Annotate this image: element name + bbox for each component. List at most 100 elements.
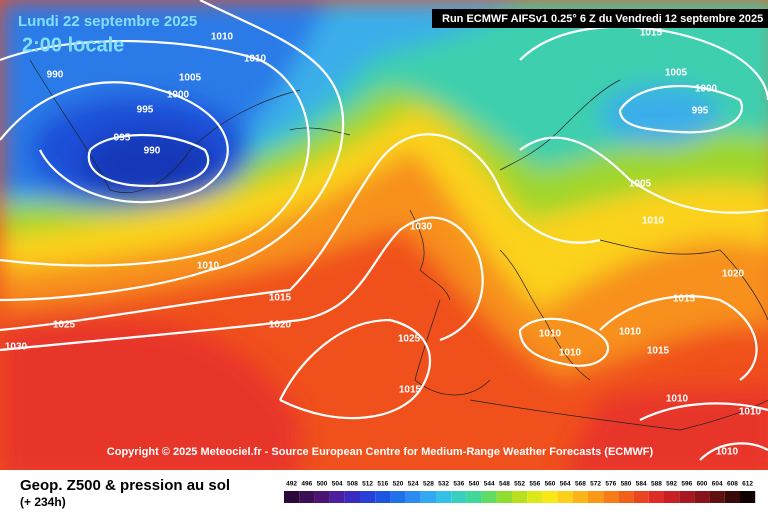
isobar-label: 1030	[410, 222, 433, 233]
isobar-label: 1010	[666, 394, 689, 405]
isobar-label: 1015	[647, 346, 670, 357]
isobar-label: 1010	[197, 261, 220, 272]
scale-label: 568	[575, 481, 586, 488]
scale-label: 496	[301, 481, 312, 488]
scale-swatch	[664, 491, 680, 503]
scale-swatch	[451, 491, 467, 503]
scale-label: 572	[590, 481, 601, 488]
isobar-label: 1010	[559, 348, 582, 359]
isobar-label: 1010	[642, 216, 665, 227]
scale-swatch	[648, 491, 664, 503]
scale-label: 524	[408, 481, 419, 488]
scale-swatch	[527, 491, 543, 503]
scale-swatch	[694, 491, 710, 503]
scale-label: 604	[712, 481, 723, 488]
scale-swatch	[542, 491, 558, 503]
isobar-label: 1010	[716, 447, 739, 458]
scale-swatch	[466, 491, 482, 503]
scale-label: 552	[514, 481, 525, 488]
scale-label: 580	[621, 481, 632, 488]
isobar-label: 995	[137, 105, 154, 116]
height-field	[0, 0, 768, 470]
coastlines	[29, 59, 768, 431]
isobar-label: 1010	[739, 407, 762, 418]
isobar-label: 1010	[539, 329, 562, 340]
isobar-label: 1010	[244, 54, 267, 65]
scale-label: 492	[286, 481, 297, 488]
scale-label: 612	[742, 481, 753, 488]
isobar-label: 1020	[269, 320, 292, 331]
scale-swatch	[618, 491, 634, 503]
isobar-label: 1025	[53, 320, 76, 331]
scale-swatch	[390, 491, 406, 503]
scale-swatch	[709, 491, 725, 503]
scale-label: 584	[636, 481, 647, 488]
forecast-date: Lundi 22 septembre 2025	[18, 13, 197, 30]
scale-swatch	[724, 491, 740, 503]
scale-label: 504	[332, 481, 343, 488]
isobar-label: 1015	[673, 294, 696, 305]
isobar-label: 995	[114, 133, 131, 144]
scale-label: 592	[666, 481, 677, 488]
scale-swatch	[633, 491, 649, 503]
scale-label: 516	[377, 481, 388, 488]
scale-swatch	[740, 491, 756, 503]
isobars	[0, 0, 768, 461]
footer-lead: (+ 234h)	[20, 495, 66, 509]
scale-swatch	[360, 491, 376, 503]
run-box	[432, 9, 768, 28]
scale-label: 528	[423, 481, 434, 488]
scale-swatch	[603, 491, 619, 503]
isobar-label: 1000	[695, 84, 718, 95]
isobar-label: 1025	[398, 334, 421, 345]
isobar-label: 1020	[722, 269, 745, 280]
scale-label: 544	[484, 481, 495, 488]
isobar-label: 990	[144, 146, 161, 157]
isobar-label: 1000	[167, 90, 190, 101]
scale-swatch	[344, 491, 360, 503]
scale-label: 556	[529, 481, 540, 488]
isobar-label: 1015	[399, 385, 422, 396]
scale-label: 520	[393, 481, 404, 488]
isobar-label: 990	[47, 70, 64, 81]
forecast-time: 2:00 locale	[22, 34, 124, 56]
scale-label: 500	[317, 481, 328, 488]
scale-label: 512	[362, 481, 373, 488]
isobar-label: 1005	[179, 73, 202, 84]
map-area: 1010 1010 990 1005 1000 995 995 990 1015 1005 1000…	[0, 0, 768, 470]
scale-label: 588	[651, 481, 662, 488]
scale-label: 536	[453, 481, 464, 488]
scale-swatch	[284, 491, 300, 503]
scale-swatch	[405, 491, 421, 503]
scale-swatch	[481, 491, 497, 503]
scale-swatch	[512, 491, 528, 503]
scale-label: 596	[681, 481, 692, 488]
isobar-label: 995	[692, 106, 709, 117]
scale-label: 540	[469, 481, 480, 488]
footer-title: Geop. Z500 & pression au sol	[20, 477, 230, 494]
scale-label: 548	[499, 481, 510, 488]
scale-swatch	[375, 491, 391, 503]
scale-swatch	[572, 491, 588, 503]
scale-swatch	[329, 491, 345, 503]
scale-label: 608	[727, 481, 738, 488]
scale-label: 600	[697, 481, 708, 488]
isobar-label: 1010	[211, 32, 234, 43]
color-scale: 492 496 500 504 508 512 516 520 524 528 532 536 540 5…	[284, 481, 756, 503]
isobar-label: 1005	[629, 179, 652, 190]
isobar-label: 1010	[619, 327, 642, 338]
isobar-label: 1015	[640, 28, 663, 39]
scale-label: 564	[560, 481, 571, 488]
copyright: Copyright © 2025 Meteociel.fr - Source E…	[107, 446, 654, 458]
scale-label: 532	[438, 481, 449, 488]
isobar-labels: 1010 1010 990 1005 1000 995 995 990 1015 1005 1000…	[5, 28, 762, 458]
scale-label: 560	[545, 481, 556, 488]
isobar-label: 1005	[665, 68, 688, 79]
run-info: Run ECMWF AIFSv1 0.25° 6 Z du Vendredi 1…	[442, 13, 763, 25]
scale-swatch	[496, 491, 512, 503]
scale-swatch	[436, 491, 452, 503]
scale-label: 576	[605, 481, 616, 488]
isobar-label: 1030	[5, 342, 28, 353]
scale-swatch	[557, 491, 573, 503]
